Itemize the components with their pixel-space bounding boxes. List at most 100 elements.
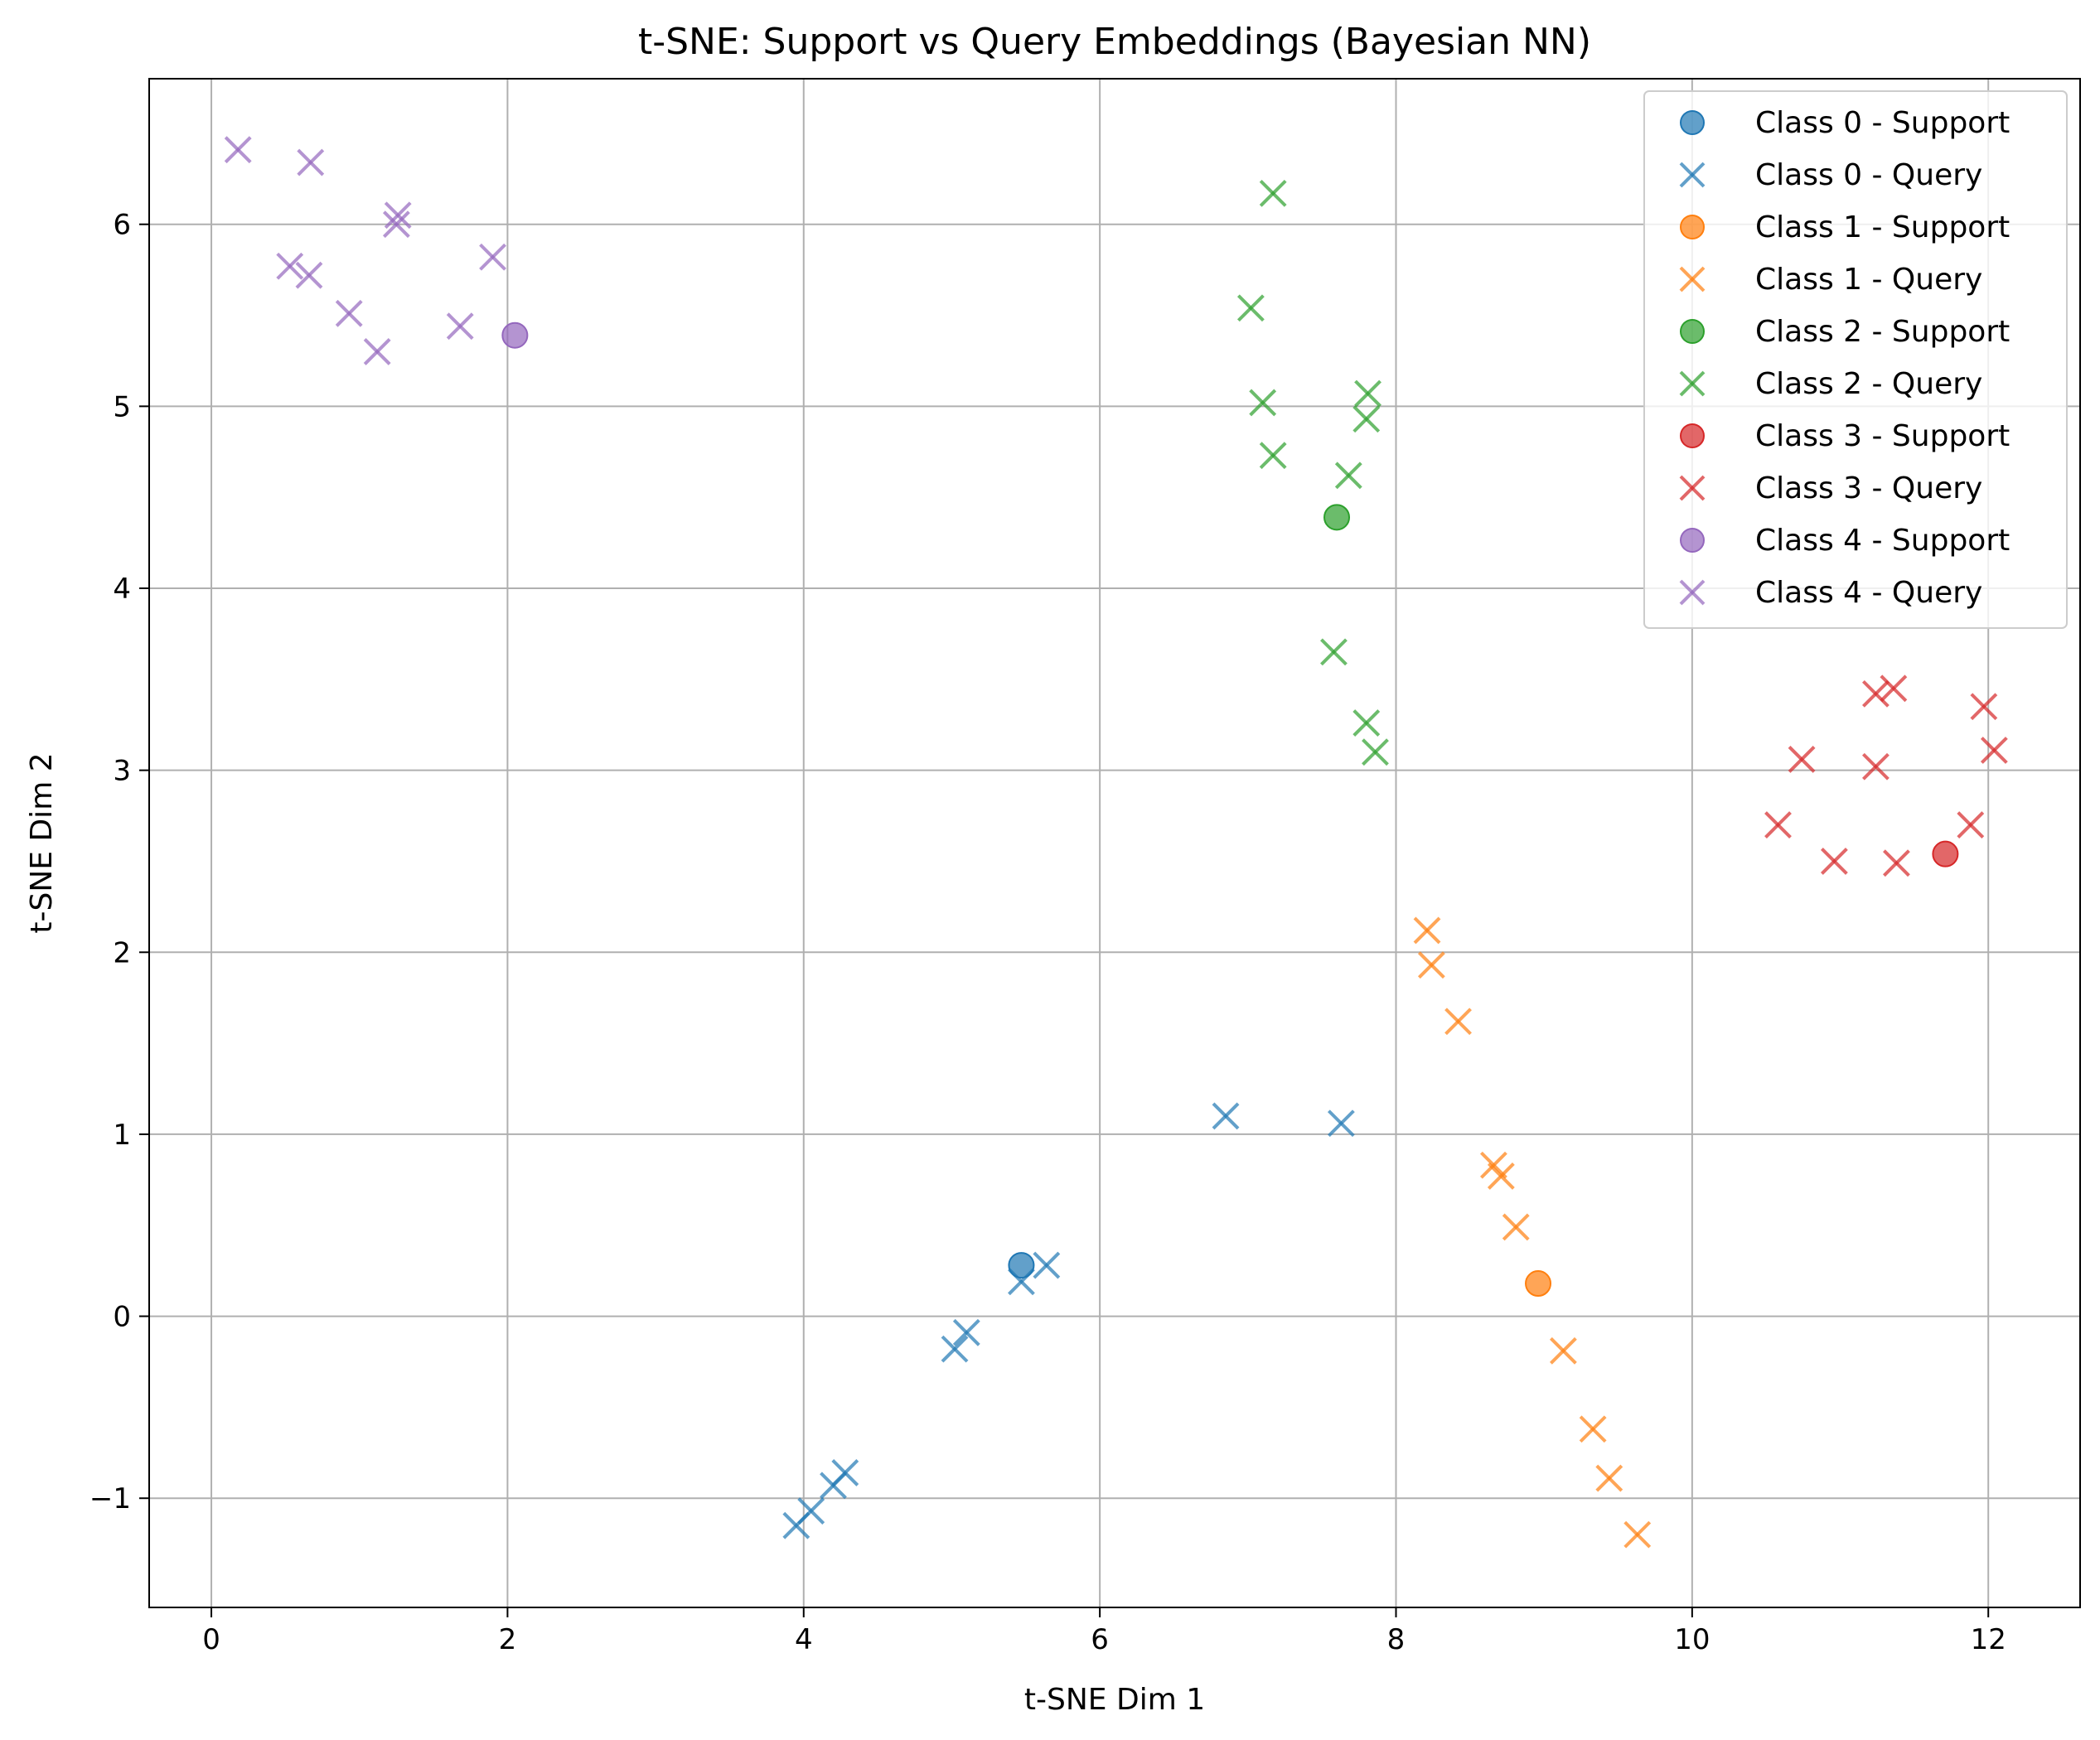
query-point [1259,442,1287,470]
legend-item: Class 4 - Query [1679,576,1982,610]
legend-label: Class 1 - Query [1755,263,1982,297]
legend-label: Class 0 - Query [1755,158,1982,192]
legend-label: Class 3 - Query [1755,471,1982,505]
series-class-1-query [1413,916,1652,1549]
x-tick-label: 0 [202,1623,220,1656]
query-point [1354,379,1381,408]
series-class-4-query [224,136,506,365]
y-tick-label: 3 [113,755,131,788]
query-point [1320,638,1348,666]
series-class-3-query [1764,674,2008,877]
query-point [1236,294,1265,322]
query-point [1249,389,1277,417]
series-class-0-support [1008,1252,1035,1279]
series-class-4-support [501,321,529,349]
query-point [1880,674,1908,703]
query-point [1362,738,1389,766]
series-class-1-support [1525,1270,1552,1298]
series-class-2-query [1236,179,1389,766]
legend-label: Class 1 - Support [1755,210,2010,244]
x-tick-label: 8 [1387,1623,1406,1656]
y-tick-label: 0 [113,1301,131,1334]
y-tick-label: 4 [113,573,131,606]
query-point [335,299,363,327]
query-point [1327,1109,1355,1138]
x-axis-label: t-SNE Dim 1 [1024,1683,1205,1717]
legend-item: Class 1 - Support [1680,210,2010,244]
query-point [1970,693,1998,721]
legend-marker [1680,528,1705,553]
query-point [1862,752,1890,781]
query-point [1549,1336,1577,1365]
query-point [1334,462,1362,490]
legend-marker [1679,579,1706,606]
query-point [382,210,410,239]
x-tick-label: 2 [499,1623,517,1656]
legend-label: Class 0 - Support [1755,106,2010,140]
query-point [1417,951,1445,979]
legend-marker [1679,266,1706,292]
query-point [1259,179,1287,207]
y-tick-label: 1 [113,1119,131,1152]
legend-label: Class 2 - Support [1755,315,2010,349]
query-point [363,338,391,365]
query-point [1487,1162,1515,1190]
legend-marker [1680,215,1705,239]
legend-label: Class 4 - Support [1755,524,2010,558]
legend-marker [1679,475,1706,501]
support-point [501,321,529,349]
x-tick-label: 4 [795,1623,813,1656]
legend-marker [1680,319,1705,344]
legend-marker [1679,370,1706,397]
query-point [1980,737,2008,764]
x-tick-label: 12 [1971,1623,2006,1656]
support-point [1323,504,1351,531]
query-point [295,261,323,289]
query-point [1033,1251,1061,1279]
legend-item: Class 2 - Query [1679,367,1982,401]
series-class-3-support [1932,840,1959,868]
legend-label: Class 2 - Query [1755,367,1982,401]
support-point [1008,1252,1035,1279]
y-tick-label: 5 [113,390,131,423]
query-point [1212,1102,1240,1130]
x-tick-label: 6 [1091,1623,1109,1656]
query-point [1623,1520,1652,1549]
query-point [1008,1268,1035,1296]
query-point [797,1497,825,1525]
query-point [446,312,474,341]
legend-item: Class 1 - Query [1679,263,1982,297]
query-point [1883,849,1910,877]
plot-frame [148,78,2081,1608]
data-points [224,136,2008,1549]
legend-item: Class 0 - Query [1679,158,1982,192]
query-point [1413,916,1441,945]
query-point [1444,1008,1472,1036]
support-point [1932,840,1959,868]
legend-item: Class 3 - Support [1680,419,2010,453]
query-point [952,1318,980,1346]
query-point [479,243,506,271]
query-point [224,136,252,164]
query-point [1788,746,1816,773]
query-point [297,148,325,176]
support-point [1525,1270,1552,1298]
y-tick-label: 6 [113,209,131,242]
series-class-0-query [782,1102,1355,1539]
legend-marker [1680,423,1705,448]
query-point [1579,1415,1607,1443]
y-tick-label: −1 [90,1482,131,1515]
query-point [1820,848,1848,875]
query-point [941,1335,969,1363]
legend-item: Class 3 - Query [1679,471,1982,505]
query-point [1502,1213,1530,1241]
legend-box [1643,90,2068,629]
y-axis-label: t-SNE Dim 2 [25,752,59,933]
query-point [1862,679,1890,708]
query-point [831,1459,859,1486]
series-class-2-support [1323,504,1351,531]
query-point [384,201,412,230]
